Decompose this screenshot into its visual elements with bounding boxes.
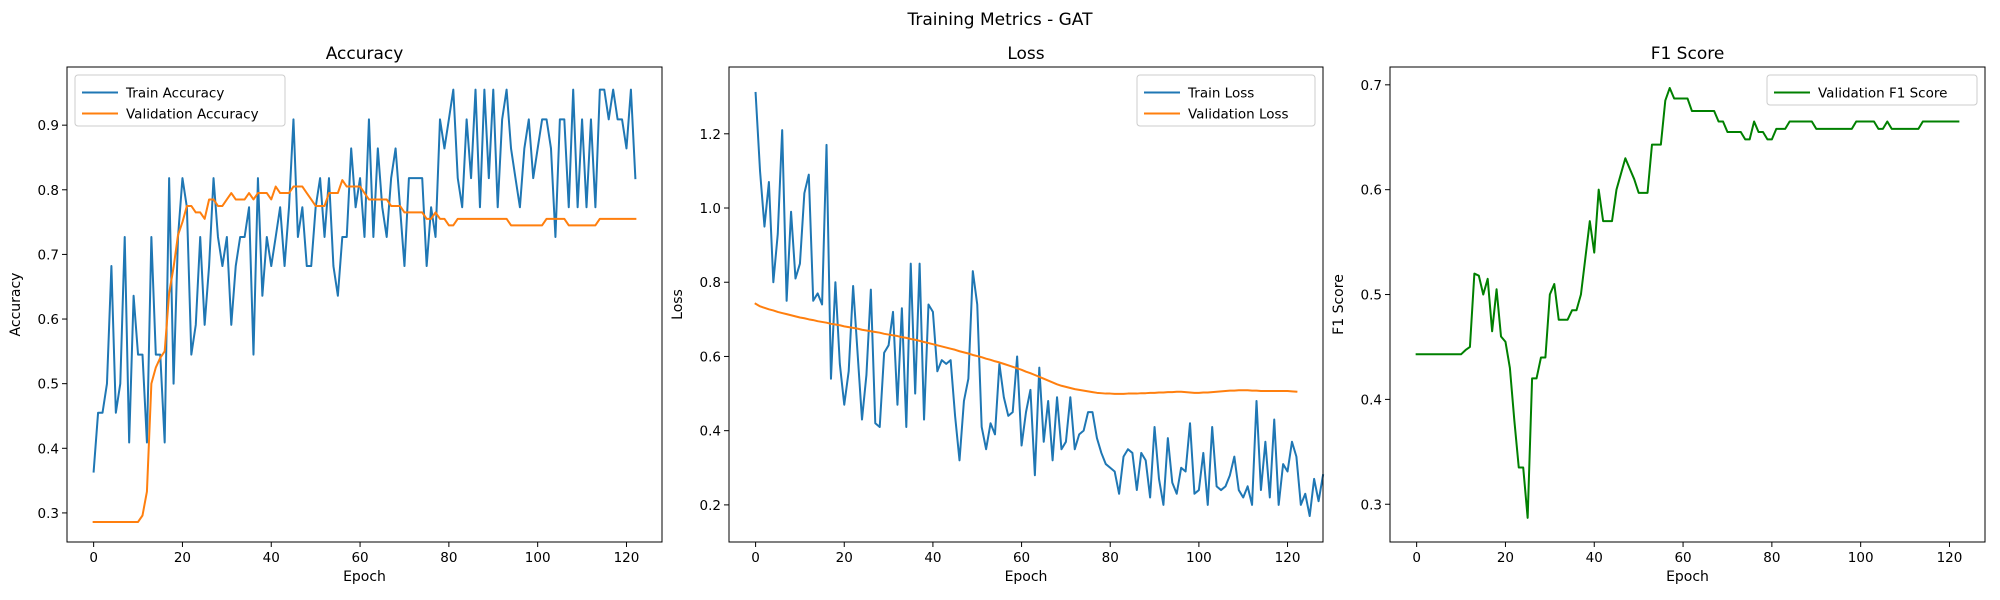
legend-label-1: Validation F1 Score [1818,86,1947,102]
axes-frame [728,66,1324,543]
y-tick-label: 0.5 [38,377,59,393]
x-tick-label: 0 [89,550,98,566]
x-tick-label: 0 [1412,550,1421,566]
chart-panel-2: 0 20 40 60 80 100 120 0.2 0.4 0.6 0.8 1.0 1.2 Loss Epo… [670,44,1325,585]
x-tick-label: 80 [440,550,457,566]
x-tick-label: 60 [1013,550,1030,566]
x-tick-label: 40 [263,550,280,566]
y-tick-label: 1.0 [700,201,721,217]
chart-title: Loss [1007,44,1044,64]
x-tick-label: 100 [1186,550,1212,566]
y-tick-label: 0.4 [38,441,59,457]
x-tick-label: 120 [1937,550,1963,566]
series-line-1 [754,91,1325,518]
x-tick-label: 40 [924,550,941,566]
legend-label-2: Validation Accuracy [126,107,259,123]
x-tick-label: 120 [1275,550,1301,566]
x-tick-label: 80 [1763,550,1780,566]
legend: Validation F1 Score [1766,74,1978,106]
x-tick-label: 80 [1102,550,1119,566]
y-tick-label: 0.8 [700,275,721,291]
series-line-2 [92,179,637,523]
x-tick-label: 60 [351,550,368,566]
y-tick-label: 1.2 [700,127,721,143]
y-tick-label: 0.6 [38,312,59,328]
y-tick-label: 0.4 [700,424,721,440]
legend: Train Loss Validation Loss [1136,74,1316,127]
x-axis-label: Epoch [1005,569,1048,585]
y-tick-label: 0.4 [1361,392,1382,408]
series-line-1 [1415,86,1960,519]
y-axis-label: Accuracy [8,273,24,337]
y-tick-label: 0.5 [1361,288,1382,304]
y-tick-label: 0.3 [1361,497,1382,513]
x-tick-label: 100 [525,550,551,566]
y-axis-label: F1 Score [1331,274,1347,335]
x-tick-label: 20 [174,550,191,566]
x-axis-label: Epoch [343,569,386,585]
y-tick-label: 0.8 [38,183,59,199]
chart-title: F1 Score [1651,44,1725,64]
chart-panel-1: 0 20 40 60 80 100 120 0.3 0.4 0.5 0.6 0.7 0.8 0.9 Accu… [8,44,663,585]
y-tick-label: 0.7 [1361,78,1382,94]
x-tick-label: 100 [1848,550,1874,566]
chart-panels: 0 20 40 60 80 100 120 0.3 0.4 0.5 0.6 0.7 0.8 0.9 Accu… [8,44,1986,585]
legend-label-1: Train Accuracy [125,86,224,102]
x-tick-label: 20 [836,550,853,566]
axes-frame [66,66,663,543]
x-tick-label: 40 [1586,550,1603,566]
y-tick-label: 0.2 [700,498,721,514]
legend-label-2: Validation Loss [1188,107,1289,123]
x-tick-label: 120 [614,550,640,566]
y-tick-label: 0.3 [38,506,59,522]
y-tick-label: 0.9 [38,118,59,134]
y-tick-label: 0.6 [1361,183,1382,199]
axes-frame [1389,66,1986,543]
x-tick-label: 20 [1497,550,1514,566]
chart-panel-3: 0 20 40 60 80 100 120 0.3 0.4 0.5 0.6 0.7 F1 Score Ep… [1331,44,1986,585]
figure-suptitle: Training Metrics - GAT [907,10,1094,30]
legend: Train Accuracy Validation Accuracy [74,74,286,127]
x-tick-label: 60 [1674,550,1691,566]
y-tick-label: 0.6 [700,349,721,365]
y-axis-label: Loss [670,289,686,320]
chart-title: Accuracy [326,44,404,64]
legend-box [74,74,286,127]
legend-box [1136,74,1316,127]
series-line-1 [92,88,637,473]
series-line-2 [754,302,1298,395]
x-tick-label: 0 [751,550,760,566]
y-tick-label: 0.7 [38,247,59,263]
legend-label-1: Train Loss [1187,86,1254,102]
x-axis-label: Epoch [1666,569,1709,585]
legend-box [1766,74,1978,106]
